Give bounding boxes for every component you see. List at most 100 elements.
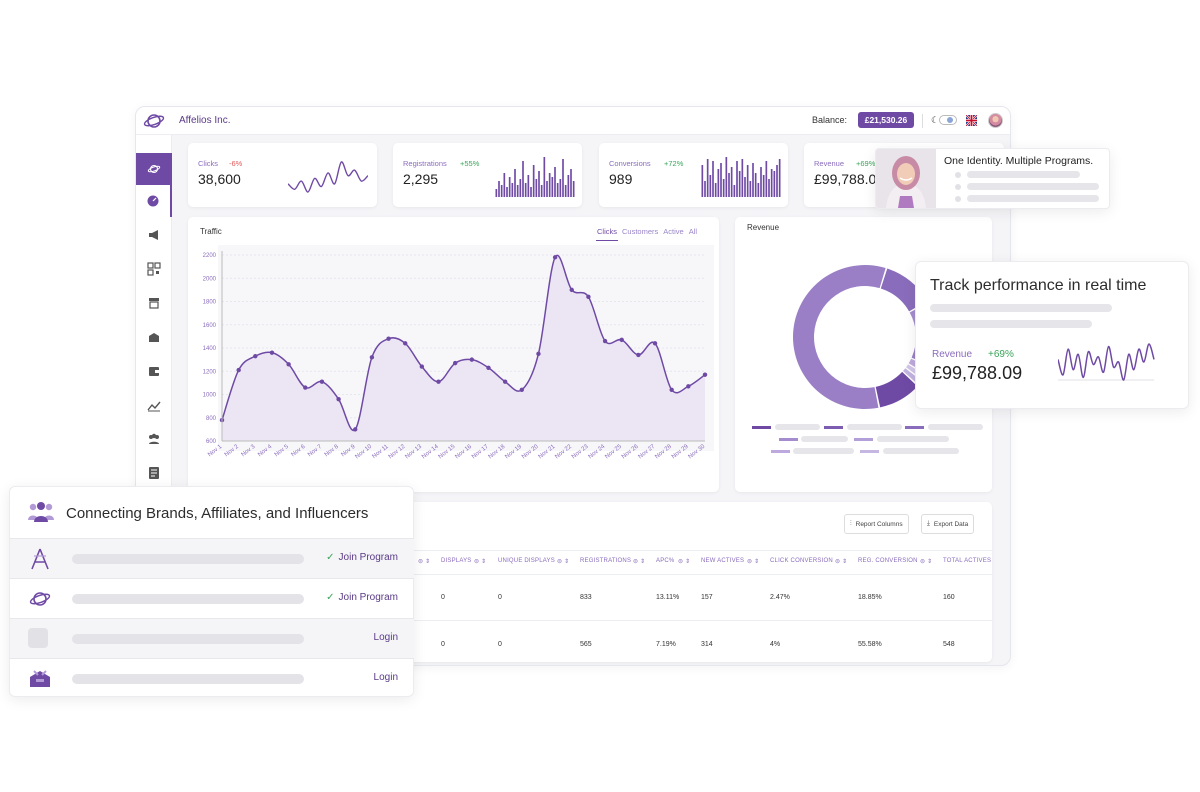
sidebar-item-wallet[interactable] — [136, 355, 172, 387]
spark-bar — [546, 181, 548, 197]
data-point — [486, 365, 491, 370]
spark-bar — [540, 185, 543, 197]
col-displays[interactable]: DISPLAYS — [441, 558, 472, 564]
download-icon: ⤓ — [927, 520, 930, 527]
spark-bar — [749, 181, 752, 197]
sidebar-item-brands[interactable] — [136, 321, 172, 353]
col-reg-conversion[interactable]: REG. CONVERSION — [858, 558, 918, 564]
qr-code-icon — [147, 262, 161, 276]
column-sort-icon[interactable]: ⊜ ⇕ — [418, 559, 431, 565]
data-point — [702, 372, 708, 377]
active-tab-indicator — [596, 240, 618, 241]
spark-bar — [738, 171, 741, 197]
planet-logo-icon — [147, 164, 161, 174]
stat-delta: +72% — [664, 159, 684, 168]
data-point — [286, 362, 291, 367]
traffic-tabs: Clicks Customers Active All — [592, 227, 697, 236]
spark-bar — [530, 187, 532, 197]
program-row[interactable]: ✓ Join Program — [10, 578, 414, 618]
spark-bar — [736, 161, 738, 197]
uk-flag-icon[interactable] — [966, 115, 977, 126]
spark-bar — [778, 159, 781, 197]
spark-bar — [570, 169, 572, 197]
spark-bar — [760, 167, 762, 197]
column-sort-icon[interactable]: ⊜ ⇕ — [747, 559, 760, 565]
tab-all[interactable]: All — [688, 227, 698, 236]
data-point — [502, 379, 508, 384]
join-program-link[interactable]: ✓ Join Program — [326, 552, 398, 563]
report-columns-button[interactable]: ⫶ Report Columns — [844, 514, 909, 534]
balance-badge[interactable]: £21,530.26 — [858, 112, 914, 128]
spark-bar — [717, 169, 720, 197]
stat-card-clicks[interactable]: Clicks -6% 38,600 — [188, 143, 377, 207]
y-tick-label: 600 — [206, 439, 217, 445]
data-point — [636, 352, 641, 358]
col-unique-displays[interactable]: UNIQUE DISPLAYS — [498, 558, 555, 564]
spark-bar — [556, 183, 559, 197]
chart-line-icon — [147, 401, 161, 412]
col-click-conversion[interactable]: CLICK CONVERSION — [770, 558, 833, 564]
placeholder-icon — [28, 628, 48, 648]
sidebar-item-users[interactable] — [136, 423, 172, 455]
sidebar-item-home[interactable] — [136, 153, 172, 185]
tab-customers[interactable]: Customers — [622, 227, 659, 236]
balance-label: Balance: — [812, 115, 848, 125]
check-icon: ✓ — [326, 592, 335, 603]
spark-bar — [744, 177, 746, 197]
stat-delta: +55% — [460, 159, 480, 168]
tab-active[interactable]: Active — [663, 227, 684, 236]
login-link[interactable]: Login — [373, 632, 398, 643]
column-sort-icon[interactable]: ⊜ ⇕ — [557, 559, 570, 565]
spark-bar — [714, 183, 717, 197]
column-sort-icon[interactable]: ⊜ ⇕ — [633, 559, 646, 565]
col-new-actives[interactable]: NEW ACTIVES — [701, 558, 745, 564]
col-apc[interactable]: APC% — [656, 558, 675, 564]
revenue-value: £99,788.09 — [932, 363, 1023, 383]
divider — [413, 550, 993, 551]
col-total-actives[interactable]: TOTAL ACTIVES — [943, 558, 992, 564]
spark-bar — [559, 179, 562, 197]
program-row[interactable]: Login — [10, 618, 414, 658]
export-data-button[interactable]: ⤓ Export Data — [921, 514, 975, 534]
user-avatar[interactable] — [988, 113, 1003, 128]
spark-bar — [773, 171, 776, 197]
sidebar-item-store[interactable] — [136, 287, 172, 319]
spark-bar — [543, 157, 546, 197]
data-point — [253, 353, 258, 359]
planet-logo-icon[interactable] — [142, 109, 166, 133]
spark-bar — [524, 183, 527, 197]
stat-card-conversions[interactable]: Conversions +72% 989 — [599, 143, 788, 207]
column-sort-icon[interactable]: ⊜ ⇕ — [474, 559, 487, 565]
theme-toggle[interactable] — [939, 115, 957, 125]
col-registrations[interactable]: REGISTRATIONS — [580, 558, 632, 564]
column-sort-icon[interactable]: ⊜ ⇕ — [835, 559, 848, 565]
sidebar-item-campaigns[interactable] — [136, 219, 172, 251]
sparkline-series — [1058, 343, 1155, 381]
login-link[interactable]: Login — [373, 672, 398, 683]
panel-title: Traffic — [200, 227, 222, 236]
column-sort-icon[interactable]: ⊜ ⇕ — [678, 559, 691, 565]
divider — [413, 574, 993, 575]
tab-clicks[interactable]: Clicks — [597, 227, 617, 236]
moon-icon: ☾ — [931, 115, 940, 125]
stat-card-registrations[interactable]: Registrations +55% 2,295 — [393, 143, 582, 207]
panel-title: Revenue — [747, 223, 780, 232]
sidebar-item-reports[interactable] — [136, 389, 172, 421]
column-sort-icon[interactable]: ⊜ ⇕ — [920, 559, 933, 565]
join-program-link[interactable]: ✓ Join Program — [326, 592, 398, 603]
sidebar-item-codes[interactable] — [136, 253, 172, 285]
sidebar-item-dashboard[interactable] — [136, 185, 172, 217]
program-row[interactable]: Login — [10, 658, 414, 698]
data-point — [369, 355, 375, 360]
sidebar-item-documents[interactable] — [136, 457, 172, 489]
revenue-label: Revenue — [932, 349, 973, 360]
sparkline-series — [288, 161, 368, 193]
data-point — [353, 427, 358, 432]
data-point — [436, 379, 441, 384]
program-row[interactable]: ✓ Join Program — [10, 538, 414, 578]
check-icon: ✓ — [326, 552, 335, 563]
dashboard-icon — [147, 195, 159, 207]
megaphone-icon — [149, 230, 158, 240]
spark-bar — [770, 169, 773, 197]
data-point — [236, 367, 241, 373]
